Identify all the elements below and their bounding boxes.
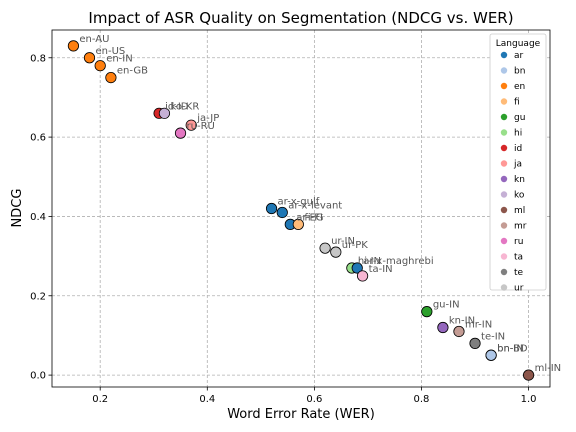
x-axis-label: Word Error Rate (WER) xyxy=(227,407,375,422)
legend-marker-te xyxy=(500,268,508,276)
legend-marker-ml xyxy=(500,206,508,214)
point-label-gu-IN: gu-IN xyxy=(433,300,460,311)
y-tick-label: 0.4 xyxy=(30,212,46,223)
grid-lines xyxy=(52,30,550,387)
point-label-en-GB: en-GB xyxy=(117,66,148,77)
data-point-te-IN xyxy=(469,337,481,349)
point-label-mr-IN: mr-IN xyxy=(465,319,492,330)
legend-label-bn: bn xyxy=(514,67,525,77)
y-axis-label: NDCG xyxy=(10,189,25,228)
point-label-ur-PK: ur-PK xyxy=(342,240,368,251)
y-tick-label: 0.8 xyxy=(30,53,46,64)
point-label-ar-EG: ar-EG xyxy=(296,212,323,223)
legend-marker-fi xyxy=(500,98,508,105)
data-point-ar-x-gulf xyxy=(265,202,278,215)
legend-marker-gu xyxy=(500,113,508,121)
legend-marker-ru xyxy=(500,237,508,245)
point-label-en-US: en-US xyxy=(95,46,125,57)
data-point-fi-FI xyxy=(292,218,304,230)
point-label-en-AU: en-AU xyxy=(79,34,109,45)
legend-label-id: id xyxy=(514,144,522,154)
legend-marker-ur xyxy=(500,284,508,291)
point-label-ru-RU: ru-RU xyxy=(187,121,215,132)
data-point-kn-IN xyxy=(437,321,449,334)
legend-label-ta: ta xyxy=(514,253,523,263)
point-label-bn-BD: bn-BD xyxy=(497,343,528,354)
point-label-bn-IN: bn-IN xyxy=(497,343,524,354)
legend-marker-ja xyxy=(500,160,508,167)
legend-label-ko: ko xyxy=(514,191,525,201)
data-point-ur-IN xyxy=(319,242,331,254)
y-tick-label: 0.6 xyxy=(30,133,46,144)
point-label-ar-x-gulf: ar-x-gulf xyxy=(278,197,320,208)
legend-marker-ko xyxy=(500,191,508,198)
legend-title: Language xyxy=(496,39,541,49)
point-label-ja-JP: ja-JP xyxy=(196,113,219,124)
data-point-ur-PK xyxy=(330,246,342,258)
data-point-en-IN xyxy=(94,60,106,72)
legend-marker-mr xyxy=(500,222,508,229)
legend-label-ar: ar xyxy=(514,51,524,61)
legend-label-hi: hi xyxy=(514,129,522,139)
point-label-fi-FI: fi-FI xyxy=(304,212,323,223)
point-label-ml-IN: ml-IN xyxy=(535,363,562,374)
legend-label-te: te xyxy=(514,268,524,278)
legend-label-kn: kn xyxy=(514,175,525,185)
point-label-ta-IN: ta-IN xyxy=(369,264,393,275)
legend-label-fi: fi xyxy=(514,98,520,108)
point-label-hi-IN: hi-IN xyxy=(358,256,381,267)
legend-label-mr: mr xyxy=(514,222,527,232)
point-label-en-IN: en-IN xyxy=(106,54,133,65)
legend-label-ja: ja xyxy=(513,160,522,170)
legend-label-gu: gu xyxy=(514,113,525,123)
point-label-id-ID: id-ID xyxy=(165,101,189,112)
x-tick-label: 0.4 xyxy=(199,394,215,405)
data-point-ml-IN xyxy=(522,369,535,381)
x-tick-label: 0.2 xyxy=(92,394,108,405)
axis-ticks: 0.2 0.4 0.6 0.8 1.0 0.0 0.2 0.4 0.6 0.8 xyxy=(30,53,536,405)
data-points xyxy=(67,40,535,381)
legend-marker-ta xyxy=(500,253,508,260)
legend-marker-ar xyxy=(500,51,508,59)
point-label-te-IN: te-IN xyxy=(481,331,505,342)
chart-title: Impact of ASR Quality on Segmentation (N… xyxy=(88,9,513,27)
data-point-bn-IN xyxy=(485,349,497,361)
point-label-kn-IN: kn-IN xyxy=(449,316,475,327)
point-label-ar-x-levant: ar-x-levant xyxy=(288,200,342,211)
data-point-ta-IN xyxy=(356,270,369,282)
data-point-en-US xyxy=(83,52,96,64)
data-point-en-GB xyxy=(105,72,117,84)
x-tick-label: 0.6 xyxy=(306,394,322,405)
legend-label-ml: ml xyxy=(514,206,525,216)
data-point-ja-JP xyxy=(185,119,197,131)
y-tick-label: 0.0 xyxy=(30,371,46,382)
x-tick-label: 0.8 xyxy=(414,394,430,405)
data-point-ru-RU xyxy=(174,127,187,139)
data-point-gu-IN xyxy=(421,306,433,318)
data-point-ar-x-levant xyxy=(276,206,288,219)
y-tick-label: 0.2 xyxy=(30,291,46,302)
legend-marker-id xyxy=(500,144,508,152)
legend-marker-en xyxy=(500,82,508,90)
point-label-ko-KR: ko-KR xyxy=(170,101,199,112)
legend-marker-bn xyxy=(500,67,508,74)
legend-label-en: en xyxy=(514,82,525,92)
data-point-ko-KR xyxy=(158,107,171,119)
point-label-ar-x-maghrebi: ar-x-maghrebi xyxy=(363,256,433,267)
data-point-ar-x-maghrebi xyxy=(351,262,363,274)
x-tick-label: 1.0 xyxy=(521,394,537,405)
legend-marker-kn xyxy=(500,175,508,183)
legend-label-ur: ur xyxy=(514,284,524,294)
plot-frame xyxy=(51,29,551,388)
legend-marker-hi xyxy=(500,129,508,136)
data-point-mr-IN xyxy=(453,325,465,338)
point-label-ur-IN: ur-IN xyxy=(331,236,355,247)
legend-label-ru: ru xyxy=(514,237,523,247)
data-point-en-AU xyxy=(67,40,80,52)
legend: Language ar bn en fi gu hi id ja kn ko ml mr ru ta te u… xyxy=(489,33,547,294)
